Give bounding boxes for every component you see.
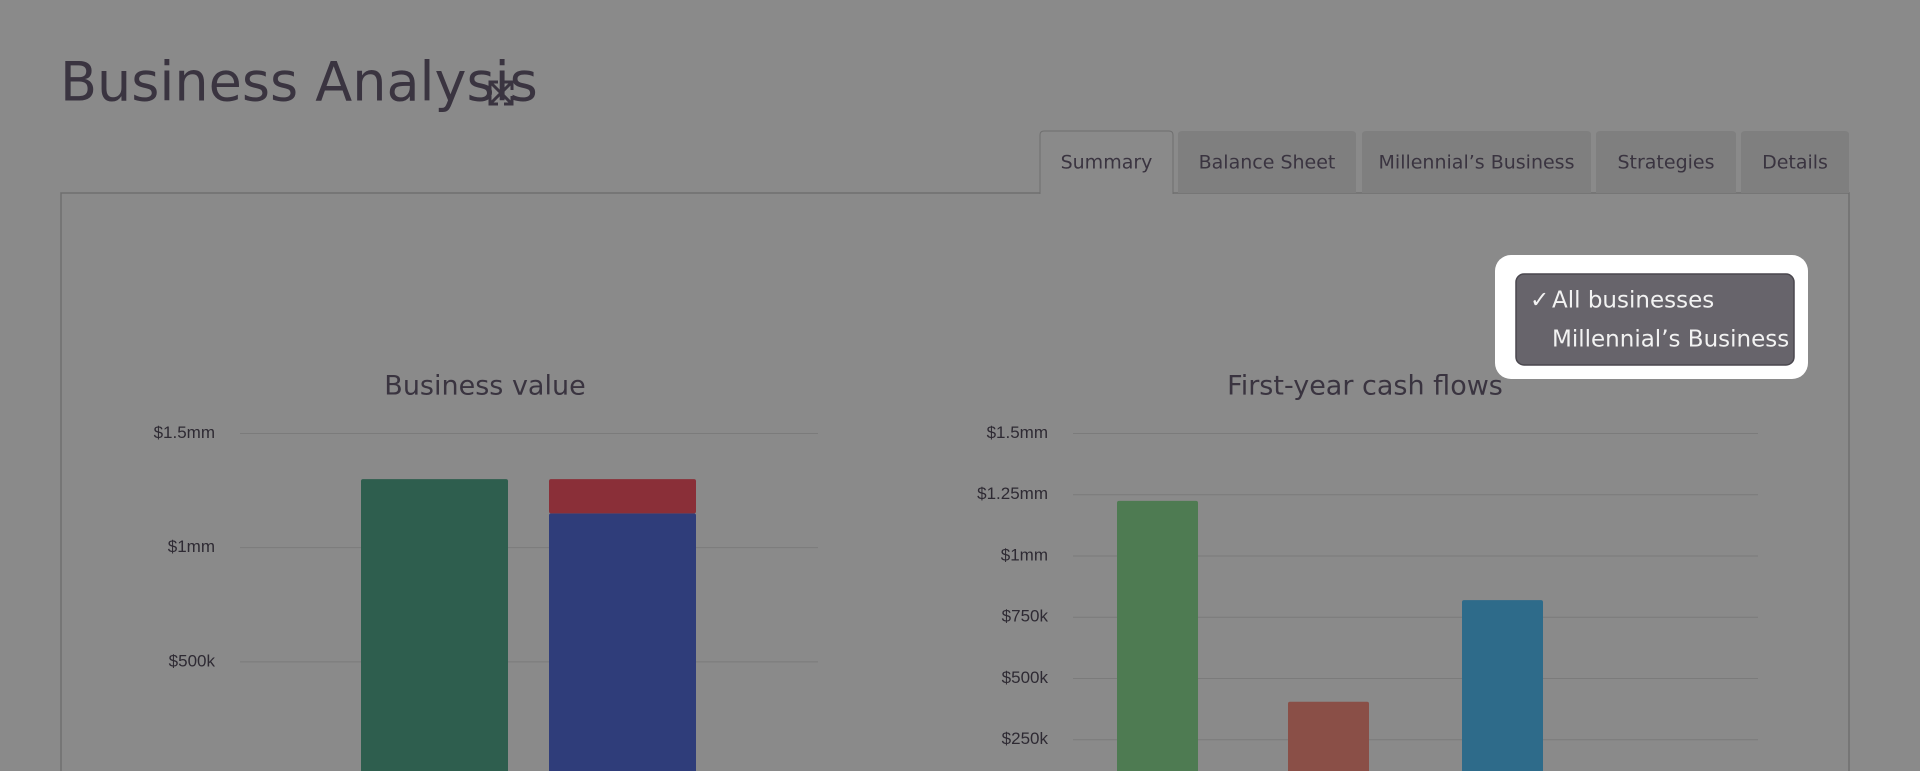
tab[interactable] [1596,131,1736,193]
dropdown-option[interactable]: All businesses [1552,288,1714,314]
bar [549,513,696,771]
tab-label[interactable]: Strategies [1617,152,1714,174]
checkmark: ✓ [1530,288,1549,314]
tab[interactable] [1039,130,1174,194]
dropdown-menu [1515,273,1795,366]
bar [549,479,696,514]
y-tick-label: $1mm [1001,545,1048,564]
tab-label[interactable]: Balance Sheet [1199,152,1336,174]
y-tick-label: $1mm [168,537,215,556]
bar [361,479,508,771]
y-tick-label: $500k [169,651,216,670]
y-tick-label: $250k [1002,729,1049,748]
y-tick-label: $1.25mm [977,484,1048,503]
tab[interactable] [1741,131,1849,193]
page-title: Business Analysis [60,51,538,114]
tab[interactable] [1178,131,1356,193]
y-tick-label: $750k [1002,607,1049,626]
chart-title: Business value [384,371,585,402]
chart-title: First-year cash flows [1227,371,1503,402]
tab-label[interactable]: Millennial’s Business [1379,152,1575,174]
bar [1462,600,1543,771]
y-tick-label: $1.5mm [987,423,1048,442]
y-tick-label: $500k [1002,668,1049,687]
bar [1117,500,1198,771]
dropdown-option[interactable]: Millennial’s Business [1552,327,1789,353]
tab[interactable] [1362,131,1591,193]
tab-label[interactable]: Summary [1061,152,1153,174]
y-tick-label: $1.5mm [154,423,215,442]
expand-icon[interactable] [488,80,514,106]
bar [1288,701,1369,771]
tab-label[interactable]: Details [1762,152,1828,174]
